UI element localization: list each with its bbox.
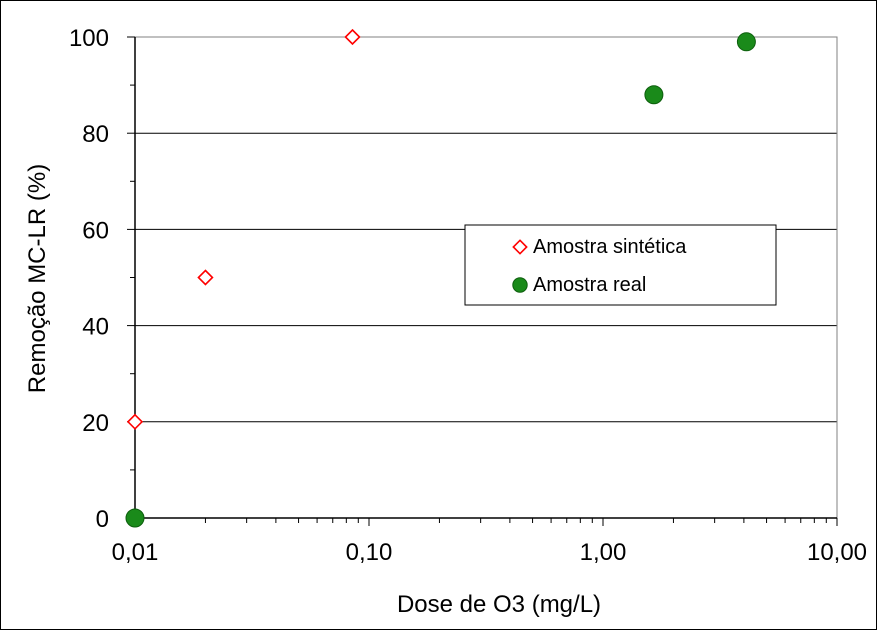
data-point-real <box>736 32 756 52</box>
x-axis-title: Dose de O3 (mg/L) <box>397 591 601 618</box>
data-point-real <box>125 508 145 528</box>
x-tick-label: 0,10 <box>346 539 393 566</box>
y-tick-label: 40 <box>82 314 109 341</box>
x-tick-label: 0,01 <box>112 539 159 566</box>
x-tick-label: 1,00 <box>580 539 627 566</box>
x-tick-label: 10,00 <box>807 539 867 566</box>
y-tick-label: 100 <box>69 25 109 52</box>
legend-label: Amostra real <box>533 274 646 296</box>
y-tick-label: 80 <box>82 121 109 148</box>
data-point-sintetica <box>344 28 361 46</box>
legend-marker-0 <box>512 239 528 255</box>
data-point-real <box>644 85 664 105</box>
data-points <box>125 28 756 528</box>
y-tick-label: 0 <box>96 506 109 533</box>
legend-label: Amostra sintética <box>533 236 687 258</box>
legend: Amostra sintética Amostra real <box>464 224 777 306</box>
y-tick-label: 60 <box>82 217 109 244</box>
tick-labels: 0 20 40 60 80 100 0,01 0,10 1,00 10,00 <box>69 25 867 566</box>
y-tick-label: 20 <box>82 410 109 437</box>
legend-marker-1 <box>512 277 528 293</box>
data-point-sintetica <box>197 269 214 286</box>
y-axis-title: Remoção MC-LR (%) <box>24 164 51 393</box>
data-point-sintetica <box>126 413 144 430</box>
